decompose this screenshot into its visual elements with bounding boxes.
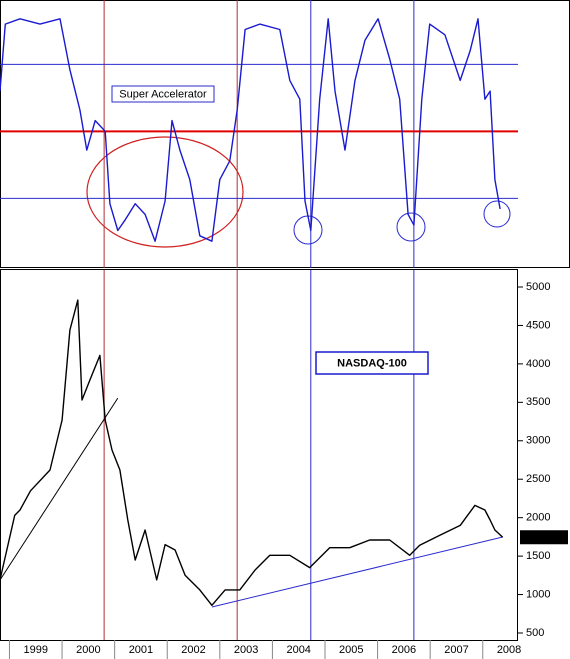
y-tick-label: 3500 (526, 396, 550, 408)
y-tick-label: 2500 (526, 473, 550, 485)
y-tick-label: 5000 (526, 281, 550, 293)
highlight-circle (483, 200, 511, 228)
x-tick-label: 2008 (497, 644, 521, 656)
y-tick-label: 4500 (526, 319, 550, 331)
x-tick-label: 2005 (339, 644, 363, 656)
y-tick-label: 2000 (526, 512, 550, 524)
x-tick-label: 2007 (444, 644, 468, 656)
x-tick-label: 2002 (181, 644, 205, 656)
x-tick-label: 2001 (129, 644, 153, 656)
y-tick-label: 3000 (526, 435, 550, 447)
highlight-ellipse (86, 136, 244, 248)
y-tick-label: 1000 (526, 588, 550, 600)
x-tick-label: 2004 (286, 644, 310, 656)
annotation: Super Accelerator (119, 88, 207, 100)
x-tick-label: 2000 (76, 644, 100, 656)
bottom-panel-frame (0, 269, 518, 641)
data-line (0, 299, 504, 606)
last-value-box (520, 530, 568, 545)
x-tick-label: 2003 (234, 644, 258, 656)
highlight-circle (396, 212, 426, 242)
y-tick-label: 1500 (526, 550, 550, 562)
data-line (0, 18, 501, 242)
y-tick-label: 500 (526, 627, 544, 639)
annotation-box (111, 85, 215, 103)
chart-title: NASDAQ-100 (337, 357, 407, 369)
trend-line (0, 397, 119, 581)
x-tick-label: 1999 (24, 644, 48, 656)
last-value-label: 1745.27 (524, 531, 564, 543)
trend-line (211, 536, 503, 608)
title-box (315, 351, 429, 375)
x-tick-label: 2006 (392, 644, 416, 656)
y-tick-label: 4000 (526, 358, 550, 370)
